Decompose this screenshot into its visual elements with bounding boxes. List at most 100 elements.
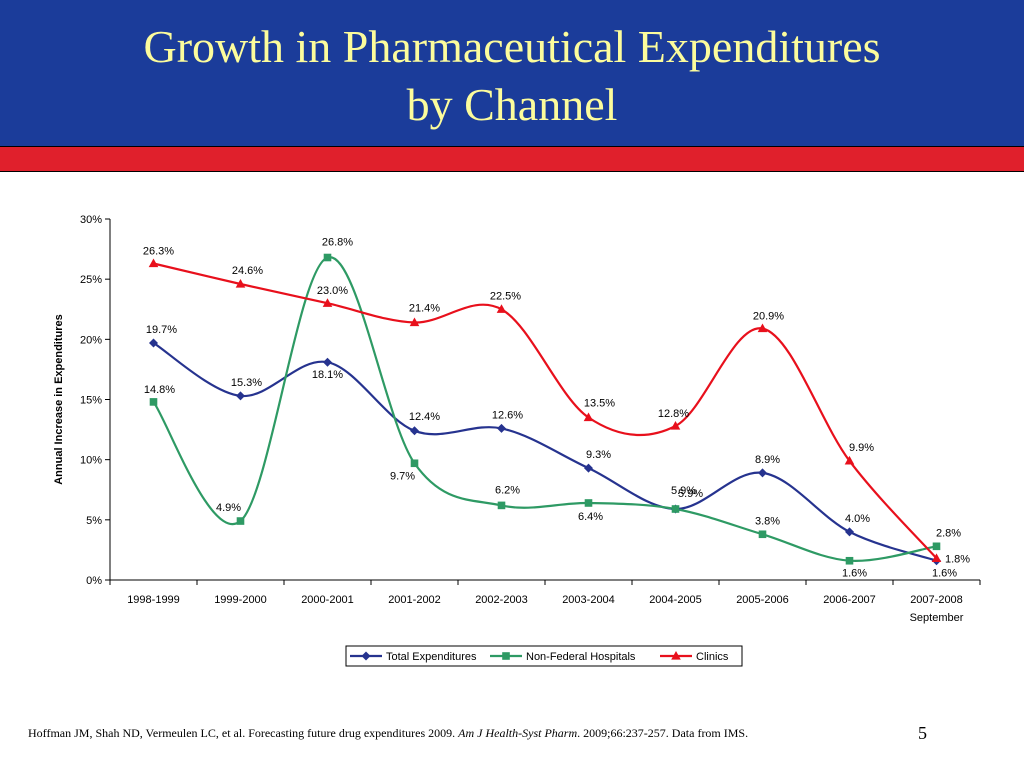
x-tick-label: September xyxy=(910,612,964,624)
data-label: 6.2% xyxy=(495,484,520,496)
slide-title: Growth in Pharmaceutical Expenditures by… xyxy=(143,21,881,130)
slide-number: 5 xyxy=(918,723,927,743)
data-point xyxy=(235,278,246,288)
y-tick-label: 30% xyxy=(80,214,102,226)
data-point xyxy=(757,323,768,333)
data-label: 18.1% xyxy=(312,369,343,381)
data-label: 20.9% xyxy=(753,311,784,323)
data-label: 24.6% xyxy=(232,265,263,277)
data-point xyxy=(149,338,158,348)
data-point xyxy=(584,499,593,507)
data-label: 13.5% xyxy=(584,398,615,410)
chart-markers xyxy=(148,253,942,566)
data-point xyxy=(931,553,942,562)
data-point xyxy=(758,468,767,478)
data-label: 4.9% xyxy=(216,502,241,514)
data-point xyxy=(323,253,332,262)
data-label: 1.6% xyxy=(842,568,867,580)
data-label: 21.4% xyxy=(409,302,440,314)
x-tick-label: 2001-2002 xyxy=(388,594,441,606)
data-point xyxy=(844,455,855,465)
legend-label: Total Expenditures xyxy=(386,651,477,663)
data-label: 1.8% xyxy=(945,553,970,565)
data-label: 6.4% xyxy=(578,511,603,523)
citation-footer: Hoffman JM, Shah ND, Vermeulen LC, et al… xyxy=(28,726,748,741)
data-label: 14.8% xyxy=(144,384,175,396)
header-accent-bar xyxy=(0,146,1024,172)
x-tick-label: 2006-2007 xyxy=(823,594,876,606)
data-label: 15.3% xyxy=(231,377,262,389)
chart-legend: Total Expenditures Non-Federal Hospitals C… xyxy=(345,645,743,667)
data-point xyxy=(236,391,245,401)
legend-marker xyxy=(361,651,371,661)
legend-marker xyxy=(502,652,510,660)
data-label: 22.5% xyxy=(490,290,521,302)
data-label: 8.9% xyxy=(755,454,780,466)
data-point xyxy=(410,459,419,468)
data-point xyxy=(236,517,245,525)
data-point xyxy=(149,398,158,406)
x-tick-label: 2007-2008 xyxy=(910,594,963,606)
data-point xyxy=(409,317,420,327)
data-point xyxy=(410,426,419,436)
data-label: 5.9% xyxy=(678,488,703,500)
citation-journal: Am J Health-Syst Pharm xyxy=(458,726,578,740)
legend-label: Non-Federal Hospitals xyxy=(526,651,636,663)
citation-details: . 2009;66:237-257. Data from IMS. xyxy=(577,726,749,740)
data-label: 19.7% xyxy=(146,324,177,336)
line-chart: 0% 5% 10% 15% 20% 25% 30% 1998-1999 1999-2000 200… xyxy=(53,214,981,667)
data-point xyxy=(671,505,680,513)
x-tick-label: 1999-2000 xyxy=(214,594,267,606)
y-tick-label: 10% xyxy=(80,455,102,467)
data-label: 1.6% xyxy=(932,568,957,580)
data-point xyxy=(845,527,854,537)
data-point xyxy=(148,258,159,268)
data-label: 26.3% xyxy=(143,246,174,258)
y-axis-title: Annual Increase in Expenditures xyxy=(53,314,65,485)
data-label: 2.8% xyxy=(936,527,961,539)
data-label: 4.0% xyxy=(845,513,870,525)
x-tick-label: 2003-2004 xyxy=(562,594,615,606)
x-tick-label: 1998-1999 xyxy=(127,594,180,606)
data-point xyxy=(758,530,767,539)
citation-text: Hoffman JM, Shah ND, Vermeulen LC, et al… xyxy=(28,726,459,740)
data-point xyxy=(583,412,594,422)
data-point xyxy=(496,304,507,313)
chart-axes: 0% 5% 10% 15% 20% 25% 30% 1998-1999 1999-2000 200… xyxy=(53,214,981,624)
data-label: 12.6% xyxy=(492,409,523,421)
x-tick-label: 2004-2005 xyxy=(649,594,702,606)
data-label: 12.8% xyxy=(658,408,689,420)
series-line xyxy=(152,341,937,562)
legend-box xyxy=(345,645,743,667)
y-tick-label: 15% xyxy=(80,395,102,407)
series-line xyxy=(152,256,937,562)
y-tick-label: 5% xyxy=(86,515,102,527)
y-tick-label: 25% xyxy=(80,274,102,286)
legend-marker xyxy=(671,651,681,660)
data-label: 5.9% xyxy=(671,485,696,497)
data-point xyxy=(322,298,333,307)
legend-label: Clinics xyxy=(696,651,729,663)
x-tick-label: 2005-2006 xyxy=(736,594,789,606)
data-label: 26.8% xyxy=(322,237,353,249)
y-tick-label: 20% xyxy=(80,334,102,346)
data-point xyxy=(584,463,593,473)
data-label: 23.0% xyxy=(317,285,348,297)
chart-data-labels: 19.7% 15.3% 18.1% 12.4% 12.6% 9.3% 5.9% 8.9% 4.0… xyxy=(143,237,970,580)
data-point xyxy=(323,357,332,367)
series-line xyxy=(153,262,938,560)
chart-series-lines xyxy=(152,256,938,562)
data-point xyxy=(670,420,681,430)
data-point xyxy=(497,423,506,433)
data-label: 9.3% xyxy=(586,449,611,461)
data-label: 9.9% xyxy=(849,442,874,454)
data-point xyxy=(845,556,854,565)
y-tick-label: 0% xyxy=(86,575,102,587)
x-tick-label: 2002-2003 xyxy=(475,594,528,606)
data-label: 3.8% xyxy=(755,515,780,527)
slide-header: Growth in Pharmaceutical Expenditures by… xyxy=(0,0,1024,146)
x-tick-label: 2000-2001 xyxy=(301,594,354,606)
data-point xyxy=(932,542,941,551)
data-label: 12.4% xyxy=(409,411,440,423)
data-label: 9.7% xyxy=(390,470,415,482)
